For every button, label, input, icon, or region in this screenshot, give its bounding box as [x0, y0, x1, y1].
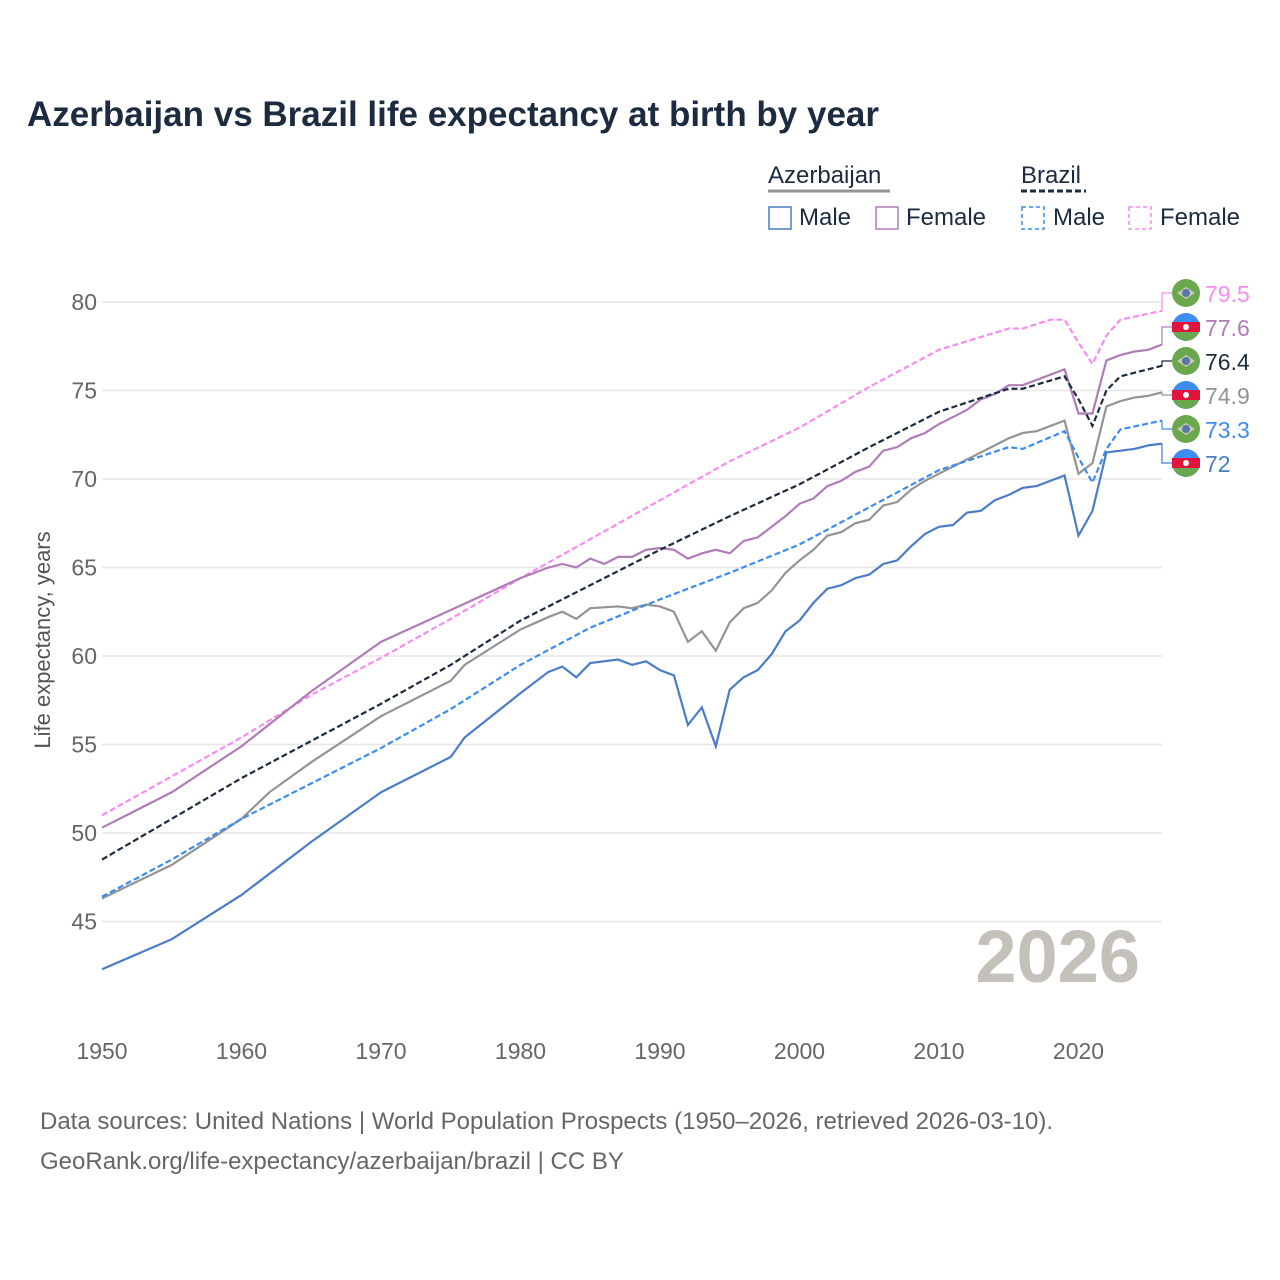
- series-line-azerbaijan-female: [101, 343, 1163, 829]
- azerbaijan-flag-crescent: [1183, 392, 1189, 398]
- end-value-label: 77.6: [1205, 315, 1250, 341]
- x-tick-label: 2010: [913, 1038, 964, 1064]
- chart-title: Azerbaijan vs Brazil life expectancy at …: [27, 95, 880, 134]
- series-line-brazil-female: [101, 309, 1163, 817]
- end-value-label: 74.9: [1205, 383, 1250, 409]
- azerbaijan-flag-crescent: [1183, 324, 1189, 330]
- y-tick-label: 55: [71, 732, 97, 758]
- series-line-azerbaijan-male: [101, 442, 1163, 971]
- end-value-label: 76.4: [1205, 349, 1250, 375]
- y-tick-label: 45: [71, 909, 97, 935]
- x-tick-label: 1980: [495, 1038, 546, 1064]
- year-watermark: 2026: [975, 915, 1140, 998]
- azerbaijan-flag-green-band: [1173, 400, 1199, 409]
- x-tick-label: 1950: [76, 1038, 127, 1064]
- azerbaijan-flag-crescent: [1183, 460, 1189, 466]
- legend-brazil-male[interactable]: Male: [1053, 204, 1106, 231]
- series-line-brazil: [101, 364, 1163, 861]
- x-tick-label: 2020: [1053, 1038, 1104, 1064]
- brazil-flag-globe: [1182, 357, 1190, 365]
- label-connector: [1161, 360, 1172, 366]
- y-tick-label: 50: [71, 820, 97, 846]
- legend-azerbaijan-male[interactable]: Male: [799, 204, 852, 231]
- azerbaijan-flag-green-band: [1173, 468, 1199, 477]
- end-value-label: 72: [1205, 451, 1231, 477]
- y-tick-label: 80: [71, 289, 97, 315]
- legend-swatch: [1021, 206, 1045, 230]
- label-connector: [1161, 392, 1172, 396]
- end-value-label: 79.5: [1205, 281, 1250, 307]
- brazil-flag-globe: [1182, 425, 1190, 433]
- x-tick-label: 1970: [355, 1038, 406, 1064]
- x-tick-label: 1990: [634, 1038, 685, 1064]
- y-tick-label: 70: [71, 466, 97, 492]
- y-tick-label: 65: [71, 555, 97, 581]
- label-connector: [1161, 420, 1172, 430]
- legend-swatch: [1128, 206, 1152, 230]
- label-connector: [1161, 443, 1172, 464]
- y-tick-label: 75: [71, 378, 97, 404]
- azerbaijan-flag-green-band: [1173, 332, 1199, 341]
- legend-brazil-female[interactable]: Female: [1160, 204, 1241, 231]
- y-tick-label: 60: [71, 643, 97, 669]
- legend-azerbaijan-title: Azerbaijan: [768, 162, 882, 189]
- label-connector: [1161, 326, 1172, 345]
- source-line-2[interactable]: GeoRank.org/life-expectancy/azerbaijan/b…: [40, 1148, 624, 1175]
- x-tick-label: 1960: [216, 1038, 267, 1064]
- legend-swatch: [875, 206, 899, 230]
- x-tick-label: 2000: [774, 1038, 825, 1064]
- brazil-flag-globe: [1182, 289, 1190, 297]
- end-value-label: 73.3: [1205, 417, 1250, 443]
- series-line-brazil-male: [101, 419, 1163, 898]
- label-connector: [1161, 292, 1172, 311]
- series-line-azerbaijan: [101, 391, 1163, 900]
- legend-swatch: [768, 206, 792, 230]
- legend-brazil-title: Brazil: [1021, 162, 1082, 189]
- legend-azerbaijan-female[interactable]: Female: [906, 204, 987, 231]
- source-line-1: Data sources: United Nations | World Pop…: [40, 1108, 1054, 1135]
- y-axis-label: Life expectancy, years: [30, 531, 55, 748]
